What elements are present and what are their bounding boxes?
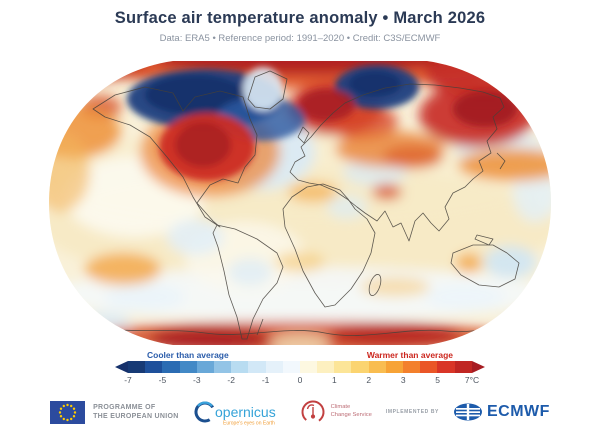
colorbar-tick-label: 0 [297, 375, 303, 385]
copernicus-tagline: Europe's eyes on Earth [223, 421, 275, 427]
colorbar-tick-label: 5 [435, 375, 440, 385]
colorbar-segment [385, 361, 403, 373]
page-title: Surface air temperature anomaly • March … [114, 9, 486, 27]
colorbar-tick-label: -5 [158, 375, 167, 385]
copernicus-logo-svg: opernicus Europe's eyes on Earth [194, 401, 276, 427]
anomaly-field [49, 61, 551, 345]
c3s-line2: Change Service [330, 412, 372, 418]
implemented-by-label: IMPLEMENTED BY [385, 409, 439, 415]
ecmwf-wordmark: ECMWF [486, 403, 550, 420]
colorbar-tick-label: 1 [332, 375, 337, 385]
copernicus-wordmark: opernicus [215, 404, 276, 420]
colorbar-segment [196, 361, 214, 373]
colorbar-segment [437, 361, 455, 373]
ecmwf-icon [453, 403, 482, 421]
colorbar-segment [128, 361, 146, 373]
colorbar-tick-label: -3 [193, 375, 201, 385]
colorbar-segment [334, 361, 352, 373]
colorbar-segments [128, 361, 472, 373]
colorbar-segment [403, 361, 421, 373]
colorbar-segment [368, 361, 386, 373]
eu-programme-line2: THE EUROPEAN UNION [93, 413, 179, 420]
anomaly-map-svg [49, 61, 551, 345]
colorbar-tick-label: 7°C [464, 375, 480, 385]
ecmwf-logo: ECMWF [453, 402, 550, 422]
colorbar: Cooler than average Warmer than average … [115, 350, 485, 385]
eu-flag-icon [50, 400, 86, 424]
eu-programme-line1: PROGRAMME OF [93, 403, 156, 411]
colorbar-segment [213, 361, 232, 373]
page-subtitle: Data: ERA5 • Reference period: 1991–2020… [159, 33, 441, 44]
colorbar-segment [351, 361, 369, 373]
colorbar-segment [145, 361, 163, 373]
copernicus-globe-icon [194, 401, 216, 423]
anomaly-map [45, 55, 555, 351]
colorbar-segment [265, 361, 283, 373]
eu-programme: PROGRAMME OF THE EUROPEAN UNION [50, 400, 179, 424]
c3s-line1: Climate [330, 404, 351, 411]
footer: PROGRAMME OF THE EUROPEAN UNION opernicu… [0, 393, 600, 431]
colorbar-segment [420, 361, 438, 373]
colorbar-segment [162, 361, 180, 373]
colorbar-tick-label: -2 [227, 375, 235, 385]
colorbar-tick-label: -1 [261, 375, 270, 385]
copernicus-logo: opernicus Europe's eyes on Earth [193, 397, 285, 427]
colorbar-cool-label: Cooler than average [147, 350, 229, 360]
coastlines [74, 70, 538, 340]
c3s-logo: Climate Change Service [299, 398, 372, 426]
colorbar-arrow-left [115, 361, 128, 373]
colorbar-segment [454, 361, 472, 373]
colorbar-warm-label: Warmer than average [366, 350, 453, 360]
c3s-icon [301, 400, 325, 424]
colorbar-tick-label: -7 [124, 375, 132, 385]
colorbar-arrow-right [471, 361, 485, 373]
colorbar-segment [179, 361, 197, 373]
colorbar-segment [248, 361, 266, 373]
colorbar-ticks: -7 -5 -3 -2 -1 0 1 2 3 5 7°C [115, 373, 485, 385]
colorbar-tick-label: 2 [366, 375, 372, 385]
colorbar-segment [231, 361, 249, 373]
colorbar-segment [299, 361, 318, 373]
colorbar-segment [317, 361, 335, 373]
colorbar-segment [282, 361, 300, 373]
colorbar-tick-label: 3 [400, 375, 406, 385]
